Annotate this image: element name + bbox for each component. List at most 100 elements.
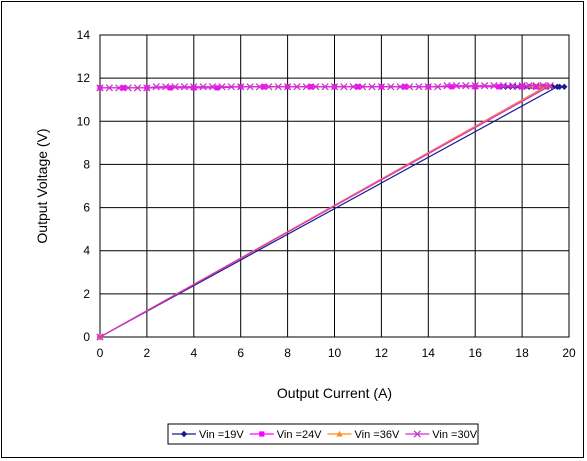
data-point [312, 83, 320, 91]
data-point [96, 333, 104, 341]
y-tick-label: 6 [83, 201, 90, 215]
data-point [199, 83, 207, 91]
data-point [283, 83, 292, 91]
data-point [218, 83, 226, 91]
data-point [518, 82, 526, 90]
legend-label: Vin =30V [432, 429, 477, 441]
data-point [208, 83, 217, 91]
plot-area [99, 34, 570, 338]
data-point [255, 83, 264, 91]
data-point [546, 82, 554, 90]
data-point [133, 84, 142, 92]
data-point [490, 82, 498, 90]
legend-marker [336, 430, 343, 437]
y-tick-label: 8 [83, 157, 90, 171]
series-line [99, 85, 553, 338]
x-tick-label: 4 [190, 346, 197, 360]
data-point [152, 83, 160, 91]
x-tick-label: 8 [284, 346, 291, 360]
data-point [171, 83, 179, 91]
tick-labels: 0 2 4 6 8 10 12 14 16 18 20 0 2 4 6 8 10 12 14 [77, 28, 576, 360]
x-tick-label: 20 [562, 346, 576, 360]
data-point [115, 84, 123, 92]
data-point [143, 84, 151, 92]
data-point [180, 83, 189, 91]
data-point [525, 82, 533, 90]
x-tick-label: 12 [375, 346, 389, 360]
legend-item: Vin =30V [405, 429, 478, 441]
data-point [274, 83, 282, 91]
series-3 [96, 82, 554, 341]
data-point [340, 83, 348, 91]
y-tick-label: 10 [77, 114, 91, 128]
legend-item: Vin =24V [249, 429, 322, 441]
data-point [368, 83, 376, 91]
data-point [549, 83, 556, 90]
data-point [96, 84, 104, 92]
data-point [462, 82, 470, 90]
data-point [265, 83, 273, 91]
data-point [519, 84, 525, 90]
legend-box [167, 423, 479, 445]
y-tick-label: 2 [83, 287, 90, 301]
x-tick-label: 2 [144, 346, 151, 360]
legend-item: Vin =19V [172, 429, 244, 441]
plot-border [99, 34, 570, 338]
legend-marker [259, 431, 265, 437]
x-tick-label: 16 [469, 346, 483, 360]
data-point [424, 83, 432, 91]
legend-label: Vin =19V [199, 429, 244, 441]
data-point [396, 83, 404, 91]
data-point [237, 83, 245, 91]
data-point [472, 84, 478, 90]
x-tick-label: 18 [515, 346, 529, 360]
data-point [405, 83, 414, 91]
y-tick-label: 0 [83, 330, 90, 344]
data-point [377, 83, 386, 91]
data-point [227, 83, 235, 91]
data-point [496, 84, 502, 90]
data-point [302, 83, 311, 91]
data-point [539, 82, 547, 90]
x-axis-label: Output Current (A) [277, 385, 392, 401]
series-0 [96, 83, 568, 341]
data-point [191, 85, 197, 91]
legend-item: Vin =36V [327, 429, 400, 441]
y-axis-label: Output Voltage (V) [34, 128, 50, 243]
x-tick-label: 10 [328, 346, 342, 360]
data-point [321, 83, 329, 91]
data-point [499, 82, 507, 90]
data-point [532, 82, 540, 90]
data-point [449, 84, 455, 90]
data-point [330, 83, 339, 91]
data-point [214, 85, 220, 91]
data-point [105, 84, 114, 92]
x-tick-label: 6 [237, 346, 244, 360]
x-tick-label: 14 [422, 346, 436, 360]
data-point [556, 83, 563, 90]
data-point [162, 83, 170, 91]
series-layer [96, 82, 568, 341]
y-tick-label: 14 [77, 28, 91, 42]
legend-label: Vin =36V [355, 429, 400, 441]
data-point [167, 85, 173, 91]
y-tick-label: 12 [77, 71, 91, 85]
legend-label: Vin =24V [277, 429, 322, 441]
data-point [190, 83, 198, 91]
y-tick-label: 4 [83, 244, 90, 258]
grid [99, 34, 570, 338]
data-point [509, 82, 517, 90]
legend-marker [180, 430, 188, 438]
legend: Vin =19V Vin =24V Vin =36V Vin =30V [167, 423, 479, 445]
legend-marker [413, 430, 421, 438]
data-point [124, 84, 132, 92]
data-point [246, 83, 254, 91]
data-point [415, 83, 423, 91]
data-point [471, 82, 479, 90]
data-point [480, 82, 489, 90]
data-point [434, 83, 442, 91]
data-point [561, 83, 568, 90]
data-point [358, 83, 367, 91]
data-point [533, 84, 539, 90]
data-point [443, 82, 451, 90]
